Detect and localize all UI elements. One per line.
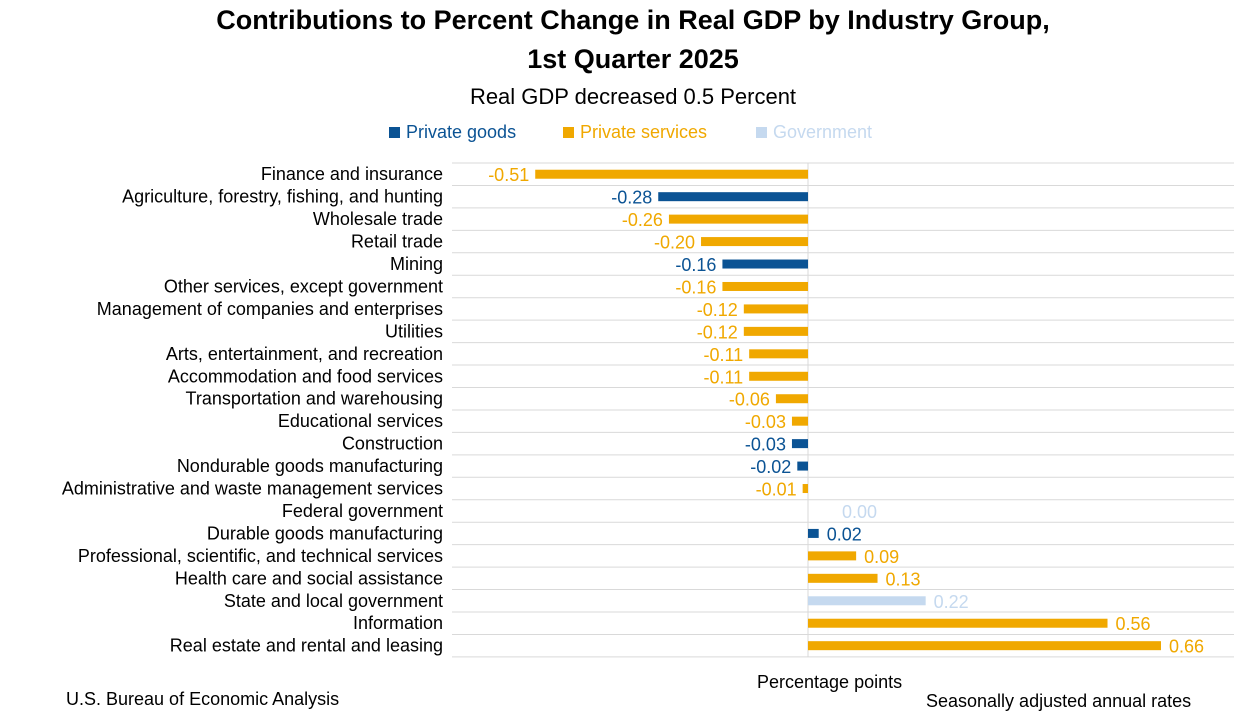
bar: [797, 461, 808, 471]
data-label: -0.02: [750, 457, 791, 477]
category-label: Health care and social assistance: [175, 568, 443, 588]
category-label: Transportation and warehousing: [186, 389, 444, 409]
data-label: 0.22: [934, 592, 969, 612]
bar: [535, 169, 808, 179]
chart-title-line2: 1st Quarter 2025: [527, 44, 739, 74]
data-label: -0.11: [703, 345, 743, 365]
legend-swatch-government: [756, 127, 767, 138]
chart-subtitle: Real GDP decreased 0.5 Percent: [469, 84, 797, 109]
category-label: State and local government: [224, 591, 443, 611]
category-label: Educational services: [278, 411, 443, 431]
bar: [658, 192, 808, 202]
legend-label-government: Government: [773, 122, 873, 142]
data-label: -0.28: [611, 188, 652, 208]
data-label: -0.12: [697, 300, 738, 320]
data-label: -0.16: [675, 277, 716, 297]
bar: [668, 214, 808, 224]
bar: [808, 551, 857, 561]
bar: [791, 439, 808, 449]
bar: [808, 573, 878, 583]
chart-title-line1: Contributions to Percent Change in Real …: [216, 5, 1050, 35]
data-label: -0.01: [756, 480, 797, 500]
source-note: U.S. Bureau of Economic Analysis: [66, 689, 340, 709]
category-label: Wholesale trade: [313, 209, 443, 229]
data-label: 0.00: [842, 502, 877, 522]
category-label: Finance and insurance: [261, 164, 443, 184]
bar: [808, 596, 926, 606]
bar: [808, 641, 1161, 651]
bar: [749, 371, 808, 381]
category-label: Durable goods manufacturing: [207, 523, 443, 543]
category-label: Construction: [342, 434, 443, 454]
bar: [791, 416, 808, 426]
data-label: 0.02: [827, 524, 862, 544]
data-label: -0.03: [745, 435, 786, 455]
legend-swatch-private-services: [563, 127, 574, 138]
category-label: Other services, except government: [164, 276, 443, 296]
bar: [743, 326, 808, 336]
x-axis-label: Percentage points: [757, 672, 903, 692]
legend-label-private-services: Private services: [580, 122, 708, 142]
data-label: -0.20: [654, 233, 695, 253]
legend-item-private-goods: Private goods: [389, 122, 516, 143]
bar: [808, 618, 1108, 628]
bar: [743, 304, 808, 314]
legend-item-private-services: Private services: [563, 122, 707, 143]
category-label: Information: [353, 613, 443, 633]
bar: [808, 528, 819, 538]
category-label: Retail trade: [351, 232, 443, 252]
category-label: Administrative and waste management serv…: [62, 479, 443, 499]
data-label: 0.66: [1169, 637, 1204, 657]
category-label: Accommodation and food services: [168, 366, 443, 386]
data-label: -0.06: [729, 390, 770, 410]
category-label: Utilities: [385, 321, 443, 341]
bar: [749, 349, 808, 359]
category-label: Agriculture, forestry, fishing, and hunt…: [122, 187, 443, 207]
data-label: -0.16: [675, 255, 716, 275]
bar: [775, 394, 808, 404]
bar: [701, 237, 808, 247]
legend-swatch-private-goods: [389, 127, 400, 138]
bar: [722, 281, 808, 291]
category-label: Mining: [390, 254, 443, 274]
category-label: Arts, entertainment, and recreation: [166, 344, 443, 364]
category-label: Management of companies and enterprises: [97, 299, 443, 319]
category-label: Nondurable goods manufacturing: [177, 456, 443, 476]
data-label: -0.12: [697, 322, 738, 342]
data-label: 0.13: [886, 569, 921, 589]
data-label: -0.26: [622, 210, 663, 230]
category-label: Professional, scientific, and technical …: [78, 546, 443, 566]
bar: [802, 484, 808, 494]
data-label: 0.56: [1116, 614, 1151, 634]
data-label: 0.09: [864, 547, 899, 567]
data-label: -0.11: [703, 367, 743, 387]
rates-note: Seasonally adjusted annual rates: [926, 691, 1192, 711]
category-label: Real estate and rental and leasing: [170, 636, 443, 656]
data-label: -0.03: [745, 412, 786, 432]
category-label: Federal government: [282, 501, 443, 521]
data-label: -0.51: [488, 165, 529, 185]
bar: [722, 259, 808, 269]
legend-item-government: Government: [756, 122, 872, 143]
legend-label-private-goods: Private goods: [406, 122, 517, 142]
